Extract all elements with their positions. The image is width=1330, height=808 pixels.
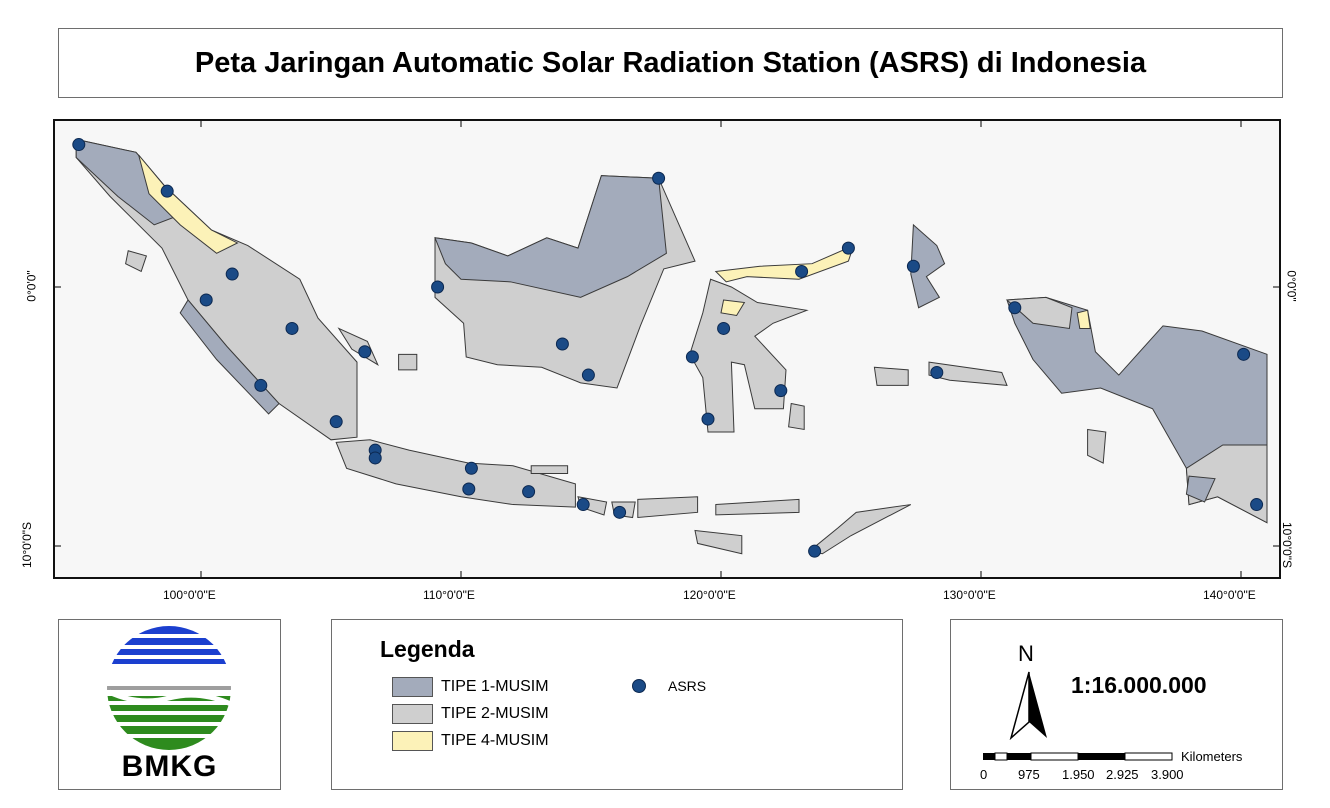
asrs-station-marker <box>225 267 239 281</box>
asrs-station-marker <box>285 321 299 335</box>
legend-item-tipe2: TIPE 2-MUSIM <box>392 704 549 724</box>
legend-item-asrs: ASRS <box>632 678 706 694</box>
lon-label-120: 120°0'0"E <box>683 588 736 602</box>
asrs-station-marker <box>581 368 595 382</box>
nias-island <box>125 250 148 273</box>
asrs-station-marker <box>717 321 731 335</box>
asrs-station-marker <box>199 293 213 307</box>
legend-box: Legenda TIPE 1-MUSIM TIPE 2-MUSIM TIPE 4… <box>331 619 903 790</box>
sulawesi-tipe4-patch <box>720 299 746 317</box>
scale-tick-2: 1.950 <box>1062 767 1095 782</box>
scale-tick-4: 3.900 <box>1151 767 1184 782</box>
asrs-station-marker <box>841 241 855 255</box>
asrs-station-marker <box>795 264 809 278</box>
bmkg-logo-icon <box>107 626 233 750</box>
asrs-station-marker <box>906 259 920 273</box>
asrs-station-marker <box>774 384 788 398</box>
asrs-station-marker <box>1250 498 1264 512</box>
scale-tick-1: 975 <box>1018 767 1040 782</box>
asrs-station-marker <box>72 138 86 152</box>
buru-island <box>873 366 909 386</box>
asrs-station-marker <box>368 451 382 465</box>
legend-swatch-tipe2 <box>392 704 433 724</box>
sulawesi-central <box>689 278 809 433</box>
legend-item-tipe1: TIPE 1-MUSIM <box>392 677 549 697</box>
flores-island <box>715 498 800 516</box>
papua-tipe4-patch <box>1076 309 1091 329</box>
map-ticks <box>55 121 1279 577</box>
scale-box: N 1:16.000.000 Kilometers 0 975 1.950 2.… <box>950 619 1283 790</box>
papua-bird-tipe2 <box>1005 296 1073 330</box>
papua-south-tipe2 <box>1185 444 1268 524</box>
seram-island <box>928 361 1008 386</box>
asrs-station-marker <box>522 485 536 499</box>
asrs-station-marker <box>808 544 822 558</box>
lat-label-10s-right: 10°0'0"S <box>1280 521 1295 569</box>
land-regions <box>75 138 1268 555</box>
legend-item-tipe4: TIPE 4-MUSIM <box>392 731 549 751</box>
asrs-point-icon <box>632 679 646 693</box>
legend-label-tipe2: TIPE 2-MUSIM <box>441 705 549 722</box>
legend-swatch-tipe4 <box>392 731 433 751</box>
legend-swatch-tipe1 <box>392 677 433 697</box>
asrs-stations <box>72 138 1264 558</box>
scale-ratio: 1:16.000.000 <box>1071 672 1207 698</box>
asrs-station-marker <box>652 171 666 185</box>
north-label: N <box>1018 641 1034 666</box>
sulawesi-north-arm <box>714 244 855 283</box>
sumbawa-island <box>637 496 699 519</box>
lat-label-10s-left: 10°0'0"S <box>20 521 35 569</box>
asrs-station-marker <box>464 461 478 475</box>
lon-label-110: 110°0'0"E <box>423 588 475 602</box>
halmahera-island <box>910 223 946 309</box>
asrs-station-marker <box>576 498 590 512</box>
asrs-station-marker <box>431 280 445 294</box>
asrs-station-marker <box>1008 301 1022 315</box>
aru-islands <box>1087 428 1107 464</box>
kolepom-island <box>1185 475 1216 503</box>
buton-island <box>788 402 805 431</box>
asrs-station-marker <box>160 184 174 198</box>
sumba-island <box>694 529 743 555</box>
legend-label-tipe1: TIPE 1-MUSIM <box>441 678 549 695</box>
asrs-station-marker <box>254 378 268 392</box>
asrs-station-marker <box>329 415 343 429</box>
north-arrow-icon <box>1009 671 1047 740</box>
legend-title: Legenda <box>380 636 475 662</box>
lon-label-130: 130°0'0"E <box>943 588 996 602</box>
asrs-station-marker <box>358 345 372 359</box>
asrs-station-marker <box>613 505 627 519</box>
map-title: Peta Jaringan Automatic Solar Radiation … <box>194 46 1147 79</box>
scale-bar <box>983 752 1173 761</box>
asrs-station-marker <box>1237 347 1251 361</box>
bmkg-logo-box: BMKG <box>58 619 281 790</box>
asrs-station-marker <box>930 365 944 379</box>
kalimantan-north-tipe1 <box>434 175 667 298</box>
java-island <box>335 439 576 508</box>
asrs-station-marker <box>685 350 699 364</box>
scale-tick-3: 2.925 <box>1106 767 1139 782</box>
legend-label-asrs: ASRS <box>668 678 707 694</box>
lat-label-0-left: 0°0'0" <box>24 270 39 302</box>
timor-island <box>808 504 912 555</box>
map-title-box: Peta Jaringan Automatic Solar Radiation … <box>58 28 1283 98</box>
lon-label-100: 100°0'0"E <box>163 588 216 602</box>
scale-unit: Kilometers <box>1181 749 1243 764</box>
legend-label-tipe4: TIPE 4-MUSIM <box>441 732 549 749</box>
madura-island <box>530 465 569 474</box>
lon-label-140: 140°0'0"E <box>1203 588 1256 602</box>
lat-label-0-right: 0°0'0" <box>1284 270 1299 302</box>
belitung-island <box>398 353 418 371</box>
scale-tick-0: 0 <box>980 767 988 782</box>
bmkg-logo-text: BMKG <box>121 750 218 783</box>
map-frame <box>53 119 1281 579</box>
asrs-station-marker <box>555 337 569 351</box>
asrs-station-marker <box>701 412 715 426</box>
asrs-station-marker <box>462 482 476 496</box>
indonesia-map <box>55 121 1279 577</box>
